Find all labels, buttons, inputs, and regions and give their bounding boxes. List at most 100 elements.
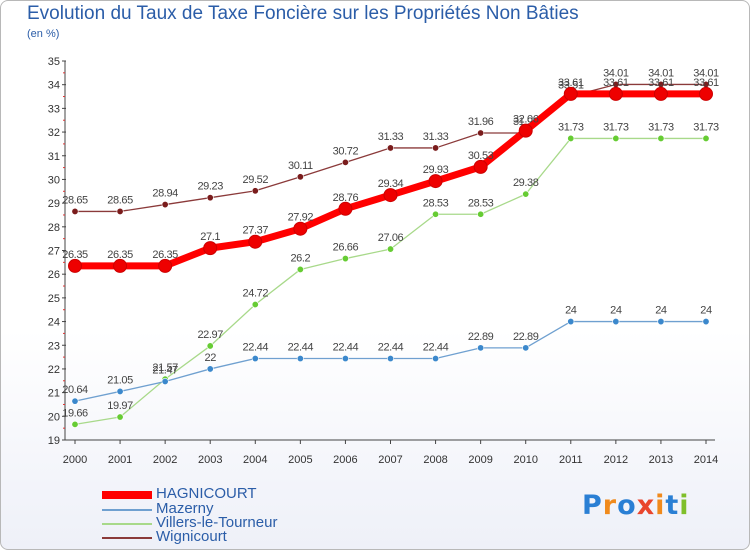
logo-letter: t: [665, 490, 680, 521]
x-tick-label: 2004: [243, 454, 267, 466]
data-point: [653, 86, 668, 101]
data-point: [251, 301, 259, 309]
data-label: 19.97: [107, 400, 133, 412]
chart-title: Evolution du Taux de Taxe Foncière sur l…: [27, 3, 579, 24]
data-label: 29.23: [197, 181, 223, 193]
data-label: 22.89: [513, 331, 539, 343]
data-label: 27.06: [378, 232, 404, 244]
y-tick-label: 32: [48, 127, 60, 139]
data-label: 33.61: [558, 77, 584, 89]
data-point: [206, 194, 214, 202]
x-tick-label: 2013: [649, 454, 673, 466]
data-point: [116, 387, 124, 395]
data-label: 32.06: [513, 114, 539, 126]
data-point: [518, 123, 533, 138]
x-tick-label: 2010: [513, 454, 537, 466]
y-tick-label: 28: [48, 222, 60, 234]
data-point: [522, 344, 530, 352]
data-label: 30.53: [468, 150, 494, 162]
data-point: [296, 265, 304, 273]
logo-letter: P: [582, 490, 603, 521]
legend-label: Villers-le-Tourneur: [156, 514, 278, 531]
data-label: 34.01: [603, 67, 629, 79]
data-label: 29.93: [423, 164, 449, 176]
data-point: [68, 258, 82, 273]
data-label: 22: [204, 352, 216, 364]
data-point: [473, 159, 488, 174]
data-point: [567, 134, 575, 142]
data-label: 24: [565, 305, 577, 317]
y-tick-label: 19: [48, 435, 60, 447]
data-point: [477, 344, 485, 352]
legend-swatch: [102, 491, 152, 499]
data-point: [296, 355, 304, 363]
data-point: [161, 201, 169, 209]
data-label: 22.44: [243, 342, 269, 354]
data-label: 31.73: [648, 121, 674, 133]
data-label: 29.52: [243, 174, 269, 186]
y-tick-label: 24: [48, 317, 60, 329]
data-label: 31.73: [693, 121, 719, 133]
data-point: [161, 377, 169, 385]
data-point: [341, 355, 349, 363]
logo-letter: x: [636, 490, 656, 521]
legend-swatch: [102, 537, 152, 539]
logo-letter: r: [602, 490, 618, 521]
x-tick-label: 2002: [153, 454, 177, 466]
data-point: [608, 86, 623, 101]
logo-letter: i: [655, 490, 666, 521]
data-point: [612, 134, 620, 142]
chart-unit-label: (en %): [27, 28, 60, 40]
data-point: [116, 207, 124, 215]
data-label: 26.35: [152, 249, 178, 261]
data-label: 22.97: [197, 329, 223, 341]
legend-label: HAGNICOURT: [156, 485, 257, 502]
data-label: 28.53: [468, 197, 494, 209]
data-label: 33.61: [603, 77, 629, 89]
logo-letter: o: [617, 490, 637, 521]
data-point: [386, 355, 394, 363]
data-label: 22.44: [423, 342, 449, 354]
data-label: 26.66: [333, 242, 359, 254]
data-point: [702, 134, 710, 142]
y-tick-label: 31: [48, 151, 60, 163]
x-tick-label: 2012: [604, 454, 628, 466]
data-point: [251, 187, 259, 195]
data-label: 27.1: [200, 231, 220, 243]
data-label: 30.72: [333, 145, 359, 157]
data-label: 26.2: [290, 252, 310, 264]
logo-letter: i: [679, 490, 690, 521]
data-label: 26.35: [62, 249, 88, 261]
data-point: [71, 207, 79, 215]
data-point: [563, 86, 578, 101]
data-label: 27.92: [288, 212, 314, 224]
x-tick-label: 2003: [198, 454, 222, 466]
data-label: 20.64: [62, 384, 88, 396]
data-point: [71, 397, 79, 405]
legend-swatch: [102, 509, 152, 511]
legend-swatch: [102, 523, 152, 525]
data-point: [251, 355, 259, 363]
data-point: [341, 158, 349, 166]
data-point: [699, 86, 713, 101]
y-tick-label: 33: [48, 103, 60, 115]
data-point: [477, 129, 485, 137]
data-label: 33.51: [558, 79, 584, 91]
y-tick-label: 21: [48, 388, 60, 400]
data-point: [296, 173, 304, 181]
data-point: [428, 174, 443, 189]
data-label: 33.61: [648, 77, 674, 89]
data-label: 24: [700, 305, 712, 317]
data-label: 22.89: [468, 331, 494, 343]
y-tick-label: 29: [48, 198, 60, 210]
proxiti-logo: Proxiti: [582, 490, 690, 521]
data-label: 28.53: [423, 197, 449, 209]
data-point: [206, 342, 214, 350]
data-label: 31.96: [468, 116, 494, 128]
data-point: [293, 221, 308, 236]
data-point: [116, 413, 124, 421]
data-point: [612, 318, 620, 326]
data-label: 28.65: [107, 194, 133, 206]
data-label: 21.47: [152, 364, 178, 376]
